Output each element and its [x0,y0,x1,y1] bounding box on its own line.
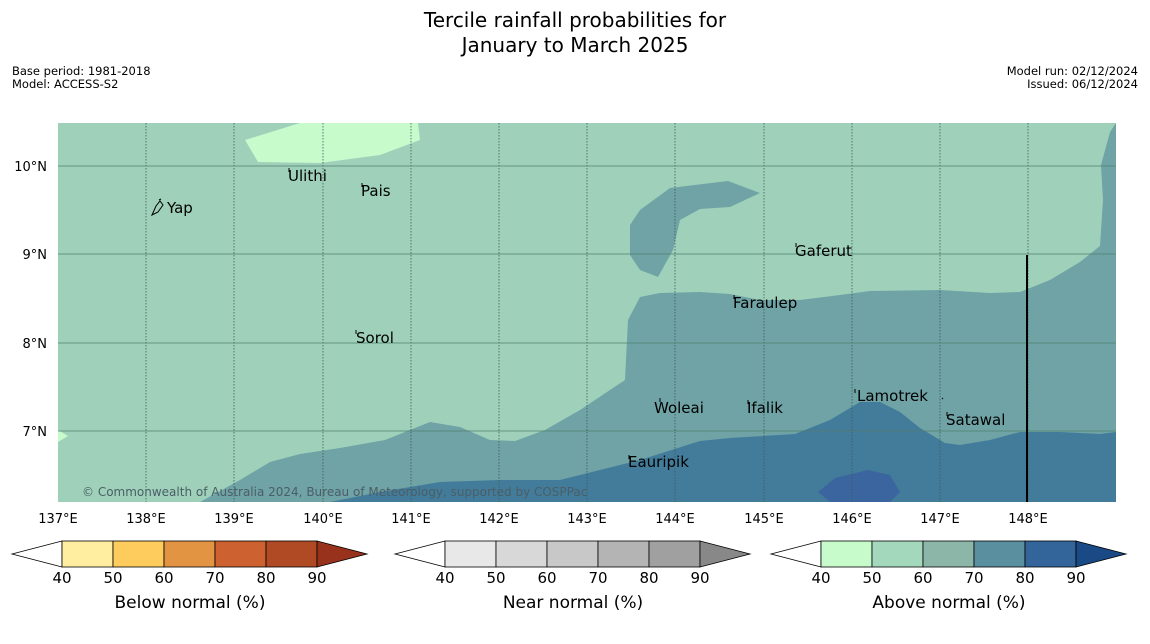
colorbar-tick-label: 80 [256,569,275,587]
colorbar-extend-high [316,540,369,568]
colorbar: 40 50 60 70 80 90 [10,540,369,587]
colorbar-tick-label: 50 [486,569,505,587]
colorbar-extend-high [699,540,752,568]
lat-label: 10°N [14,160,47,175]
model-run: Model run: 02/12/2024 [1006,64,1138,78]
model-name: Model: ACCESS-S2 [12,77,119,91]
lon-label: 142°E [479,512,519,527]
place-sorol: Sorol [356,329,394,347]
lon-label: 138°E [126,512,166,527]
colorbar-segment [163,540,216,568]
colorbar-tick-label: 80 [1015,569,1034,587]
place-yap: Yap [166,199,193,217]
colorbar-segment [820,540,873,568]
region-above-70-80-north [630,181,760,277]
meta-left: Base period: 1981-2018 Model: ACCESS-S2 [12,65,151,91]
island-marks [150,168,948,459]
lon-label: 143°E [567,512,607,527]
lon-label: 145°E [744,512,784,527]
colorbar-extend-low [10,540,63,568]
colorbar-segment [265,540,318,568]
colorbar-segment [61,540,114,568]
colorbar-tick-label: 60 [913,569,932,587]
yap-island-icon [150,200,164,217]
colorbar-segment [546,540,599,568]
lon-label: 137°E [38,512,78,527]
colorbar-tick-label: 50 [103,569,122,587]
issued-date: Issued: 06/12/2024 [1027,77,1138,91]
gridlines [58,123,1116,502]
colorbar-tick-label: 90 [1066,569,1085,587]
colorbar-tick-label: 80 [639,569,658,587]
lat-label: 9°N [23,248,48,263]
colorbar-extend-high [1075,540,1128,568]
colorbars: 40 50 60 70 80 90 40 50 60 70 80 90 40 50 60 70 80 90 [10,540,1128,587]
place-eauripik: Eauripik [628,453,689,471]
colorbar-segment [214,540,267,568]
colorbar-segment [1024,540,1077,568]
lon-label: 140°E [303,512,343,527]
colorbar-tick-label: 70 [964,569,983,587]
colorbar-title-near: Near normal (%) [502,593,644,613]
lon-label: 148°E [1008,512,1048,527]
lon-label: 139°E [214,512,254,527]
colorbar-title-below: Below normal (%) [114,593,266,613]
place-ulithi: Ulithi [288,167,327,185]
lat-label: 8°N [23,337,48,352]
lon-label: 146°E [832,512,872,527]
place-woleai: Woleai [654,399,704,417]
colorbar-title-above: Above normal (%) [872,593,1026,613]
title-line-1: Tercile rainfall probabilities for [423,8,727,32]
latitude-labels: 10°N 9°N 8°N 7°N [14,160,47,440]
colorbar: 40 50 60 70 80 90 [769,540,1128,587]
colorbar-segment [112,540,165,568]
colorbar-tick-label: 40 [435,569,454,587]
colorbar-segment [444,540,497,568]
place-gaferut: Gaferut [795,242,852,260]
lat-label: 7°N [23,425,48,440]
colorbar-tick-label: 90 [690,569,709,587]
lon-label: 147°E [920,512,960,527]
colorbar-tick-label: 40 [52,569,71,587]
region-above-90 [818,470,900,502]
colorbar: 40 50 60 70 80 90 [393,540,752,587]
place-pais: Pais [361,182,391,200]
title-line-2: January to March 2025 [461,33,689,57]
colorbar-segment [495,540,548,568]
longitude-labels: 137°E 138°E 139°E 140°E 141°E 142°E 143°… [38,512,1048,527]
place-labels: Yap Ulithi Pais Sorol Gaferut Faraulep W… [166,167,1005,471]
meta-right: Model run: 02/12/2024 Issued: 06/12/2024 [1007,65,1138,91]
colorbar-extend-low [393,540,446,568]
colorbar-tick-label: 70 [588,569,607,587]
region-above-40-50 [245,123,420,163]
copyright-credit: © Commonwealth of Australia 2024, Bureau… [82,485,587,499]
colorbar-tick-label: 50 [862,569,881,587]
colorbar-tick-label: 70 [205,569,224,587]
colorbar-segment [597,540,650,568]
colorbar-segment [922,540,975,568]
island-ticks [158,168,948,459]
place-ifalik: Ifalik [747,399,783,417]
colorbar-tick-label: 90 [307,569,326,587]
lon-label: 141°E [391,512,431,527]
map-title: Tercile rainfall probabilities for Janua… [0,8,1150,58]
region-above-80-90 [330,402,1116,502]
colorbar-segment [648,540,701,568]
colorbar-segment [973,540,1026,568]
region-above-40-50-edge [58,430,68,442]
lon-label: 144°E [655,512,695,527]
colorbar-tick-label: 60 [537,569,556,587]
place-satawal: Satawal [946,411,1005,429]
colorbar-extend-low [769,540,822,568]
place-faraulep: Faraulep [733,294,797,312]
colorbar-segment [871,540,924,568]
place-lamotrek: Lamotrek [857,387,928,405]
base-period: Base period: 1981-2018 [12,64,151,78]
colorbar-tick-label: 60 [154,569,173,587]
colorbar-tick-label: 40 [811,569,830,587]
